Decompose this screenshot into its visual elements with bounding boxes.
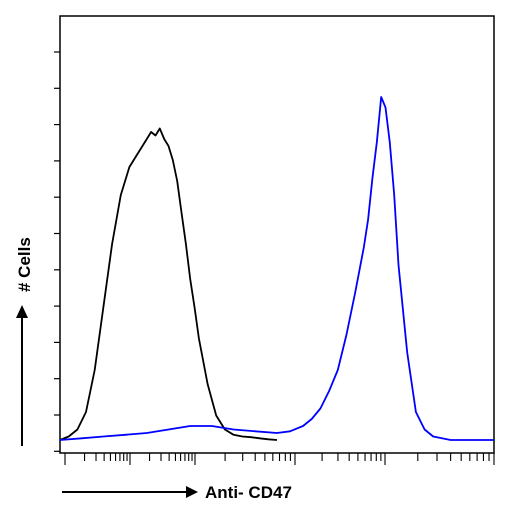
plot-border [59, 15, 495, 454]
x-axis-label: Anti- CD47 [205, 483, 292, 502]
y-axis-label-group: # Cells [15, 237, 34, 292]
y-axis-ticks [54, 51, 60, 452]
x-axis-ticks [64, 453, 495, 465]
x-axis-arrow-head [186, 486, 198, 498]
series-line-1 [59, 127, 278, 441]
plot-frame [59, 15, 495, 454]
y-axis-arrow-head [16, 305, 28, 318]
series-line-2 [59, 96, 494, 441]
series-layer [59, 96, 494, 441]
y-axis-label: # Cells [15, 237, 34, 292]
